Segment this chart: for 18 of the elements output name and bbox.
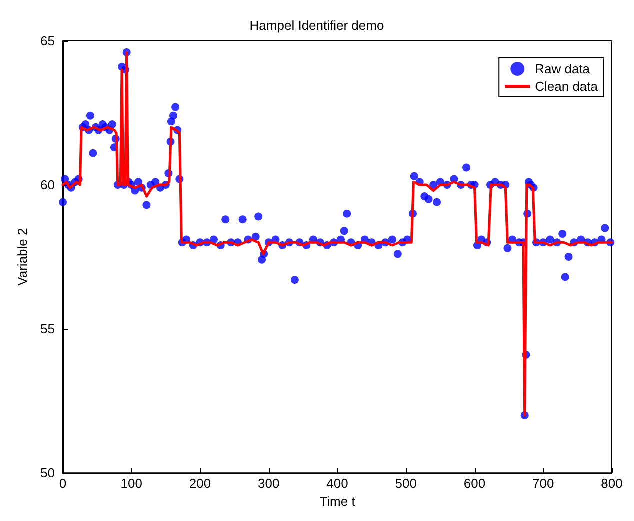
y-tick-label: 55	[40, 322, 55, 337]
y-axis-title: Variable 2	[15, 228, 30, 286]
x-axis-title: Time t	[320, 494, 356, 509]
y-tick-label: 50	[40, 466, 55, 481]
x-tick-label: 0	[59, 476, 67, 492]
legend-label: Clean data	[535, 79, 599, 94]
y-tick-label: 65	[40, 34, 55, 48]
x-tick-label: 100	[120, 476, 142, 492]
x-tick-label: 500	[395, 476, 417, 492]
x-tick-label: 800	[601, 476, 623, 492]
y-tick-label: 60	[40, 178, 55, 193]
legend-label: Raw data	[535, 62, 591, 76]
x-tick-label: 700	[532, 476, 554, 492]
x-tick-label: 400	[326, 476, 348, 492]
x-tick-label: 600	[464, 476, 486, 492]
x-tick-label: 200	[189, 476, 212, 492]
chart-title: Hampel Identifier demo	[250, 18, 384, 33]
x-tick-label: 300	[258, 476, 280, 492]
